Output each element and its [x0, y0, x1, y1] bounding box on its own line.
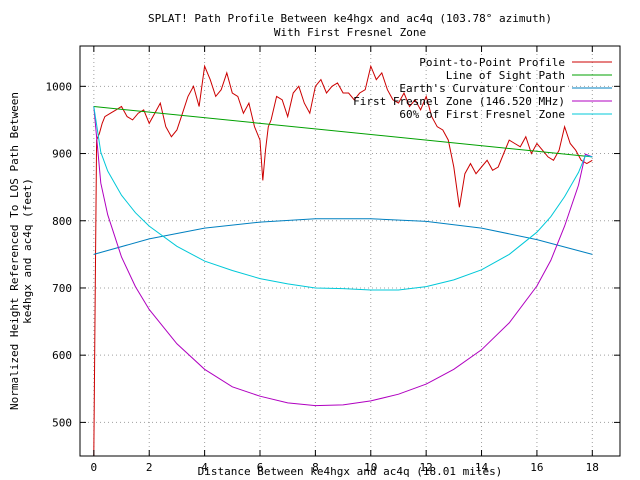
- x-axis-label: Distance Between ke4hgx and ac4q (18.01 …: [198, 465, 503, 478]
- y-tick-label: 1000: [46, 80, 73, 93]
- x-tick-label: 14: [475, 461, 489, 474]
- legend-label: First Fresnel Zone (146.520 MHz): [353, 95, 565, 108]
- x-tick-label: 6: [257, 461, 264, 474]
- series-line-60-of-first-fresnel-zone: [93, 106, 593, 291]
- x-tick-label: 2: [146, 461, 153, 474]
- x-tick-label: 16: [530, 461, 543, 474]
- chart-title: SPLAT! Path Profile Between ke4hgx and a…: [148, 12, 552, 25]
- y-tick-label: 900: [52, 148, 72, 161]
- series-line-earth-s-curvature-contour: [93, 218, 593, 255]
- x-tick-label: 12: [420, 461, 433, 474]
- x-tick-label: 18: [586, 461, 599, 474]
- y-tick-label: 600: [52, 349, 72, 362]
- series-line-line-of-sight-path: [93, 106, 593, 158]
- x-tick-label: 4: [201, 461, 208, 474]
- y-tick-label: 800: [52, 215, 72, 228]
- y-axis-label-line2: ke4hgx and ac4q (feet): [21, 178, 34, 324]
- axis-ticks: 0 2 4 6 8 10 12 14 16 18 500 600 700 800 900 1000: [46, 46, 620, 474]
- legend-label: Line of Sight Path: [446, 69, 565, 82]
- y-tick-label: 500: [52, 416, 72, 429]
- plot-frame: [79, 45, 621, 457]
- x-tick-label: 8: [312, 461, 319, 474]
- x-tick-label: 0: [91, 461, 98, 474]
- legend-label: Point-to-Point Profile: [419, 56, 565, 69]
- y-tick-label: 700: [52, 282, 72, 295]
- series-line-point-to-point-profile: [93, 64, 593, 457]
- chart-subtitle: With First Fresnel Zone: [274, 26, 426, 39]
- x-tick-label: 10: [364, 461, 377, 474]
- legend-label: 60% of First Fresnel Zone: [399, 108, 565, 121]
- legend-label: Earth's Curvature Contour: [399, 82, 565, 95]
- series-layer: [93, 64, 593, 457]
- series-line-first-fresnel-zone-146-520-mhz: [93, 106, 593, 407]
- y-axis-label-line1: Normalized Height Referenced To LOS Path…: [8, 92, 21, 410]
